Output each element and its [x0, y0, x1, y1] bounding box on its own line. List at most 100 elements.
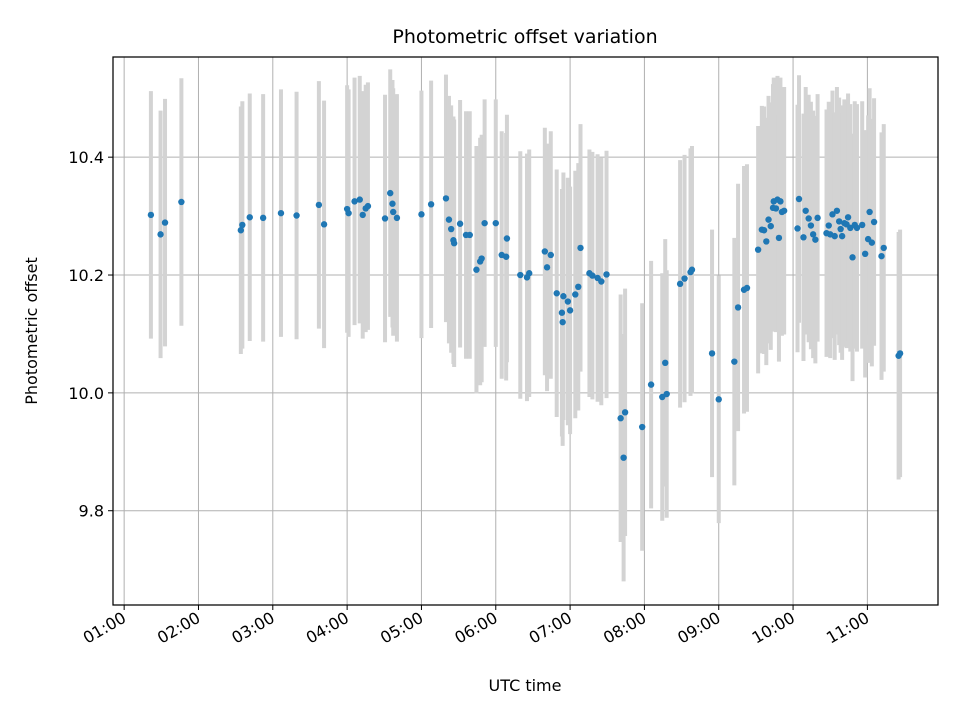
- data-point: [662, 359, 669, 367]
- data-point: [502, 253, 510, 260]
- data-point: [814, 214, 821, 222]
- data-point: [837, 225, 844, 233]
- data-point: [896, 350, 904, 357]
- data-point: [450, 240, 458, 247]
- data-point: [800, 234, 807, 241]
- data-point: [259, 214, 267, 222]
- data-point: [621, 409, 629, 416]
- data-point: [676, 280, 684, 288]
- data-point: [418, 211, 425, 218]
- data-points: [147, 189, 904, 461]
- data-point: [503, 235, 511, 242]
- data-point: [577, 244, 584, 252]
- data-point: [688, 266, 696, 273]
- data-point: [638, 423, 646, 431]
- data-point: [473, 266, 480, 273]
- data-point: [387, 189, 394, 197]
- data-point: [381, 215, 389, 222]
- data-point: [835, 218, 843, 225]
- data-point: [345, 209, 352, 217]
- data-point: [478, 255, 485, 262]
- data-point: [393, 214, 401, 222]
- data-point: [743, 284, 751, 292]
- data-point: [598, 278, 605, 285]
- data-point: [543, 264, 551, 271]
- data-point: [812, 236, 819, 243]
- data-point: [795, 195, 803, 203]
- data-point: [868, 239, 876, 246]
- data-point: [359, 211, 366, 219]
- data-point: [620, 454, 627, 461]
- data-point: [442, 195, 450, 202]
- data-point: [802, 207, 809, 214]
- data-point: [858, 221, 866, 229]
- data-point: [239, 221, 246, 229]
- data-point: [775, 234, 783, 242]
- data-point: [560, 293, 567, 300]
- data-point: [526, 270, 533, 277]
- data-point: [157, 231, 164, 238]
- data-point: [866, 208, 873, 216]
- data-point: [838, 232, 846, 240]
- data-point: [356, 196, 363, 203]
- data-point: [734, 304, 742, 311]
- data-point: [833, 207, 841, 214]
- y-tick-label: 10.4: [68, 148, 104, 167]
- data-point: [558, 309, 566, 316]
- data-point: [715, 396, 722, 403]
- data-point: [853, 224, 861, 232]
- data-point: [760, 227, 768, 234]
- data-point: [389, 200, 396, 207]
- data-point: [663, 390, 670, 398]
- data-point: [809, 231, 817, 238]
- data-point: [320, 221, 328, 228]
- data-point: [390, 208, 397, 216]
- data-point: [763, 238, 770, 245]
- data-point: [564, 298, 572, 305]
- data-point: [589, 272, 596, 279]
- data-point: [566, 307, 574, 314]
- data-point: [825, 222, 832, 229]
- data-point: [517, 271, 524, 279]
- data-point: [492, 219, 499, 227]
- data-point: [767, 222, 774, 230]
- data-point: [878, 252, 885, 260]
- data-point: [237, 227, 245, 234]
- data-point: [447, 225, 455, 233]
- data-point: [861, 250, 869, 258]
- data-point: [277, 209, 285, 217]
- data-point: [772, 205, 780, 212]
- data-point: [777, 198, 784, 205]
- y-tick-label: 10.2: [68, 266, 104, 285]
- data-point: [293, 212, 300, 219]
- data-point: [364, 202, 372, 210]
- data-point: [575, 283, 582, 291]
- data-point: [708, 350, 716, 357]
- data-point: [731, 358, 738, 365]
- data-point: [831, 232, 838, 240]
- y-tick-label: 10.0: [68, 384, 104, 403]
- data-point: [147, 211, 155, 219]
- data-point: [870, 218, 878, 226]
- y-tick-label: 9.8: [79, 502, 104, 521]
- data-point: [161, 219, 169, 226]
- data-point: [805, 215, 812, 222]
- data-point: [541, 248, 549, 255]
- data-point: [754, 246, 762, 253]
- data-point: [603, 271, 610, 278]
- x-axis-label: UTC time: [489, 676, 562, 695]
- data-point: [880, 244, 887, 252]
- data-point: [681, 275, 688, 282]
- data-point: [456, 220, 464, 227]
- data-point: [351, 198, 358, 205]
- data-point: [780, 207, 788, 214]
- data-point: [559, 318, 566, 326]
- data-point: [844, 214, 852, 221]
- data-point: [553, 290, 560, 297]
- data-point: [849, 254, 856, 261]
- data-point: [481, 219, 488, 227]
- data-point: [617, 415, 624, 422]
- plot-frame: [112, 56, 939, 606]
- data-point: [829, 211, 836, 218]
